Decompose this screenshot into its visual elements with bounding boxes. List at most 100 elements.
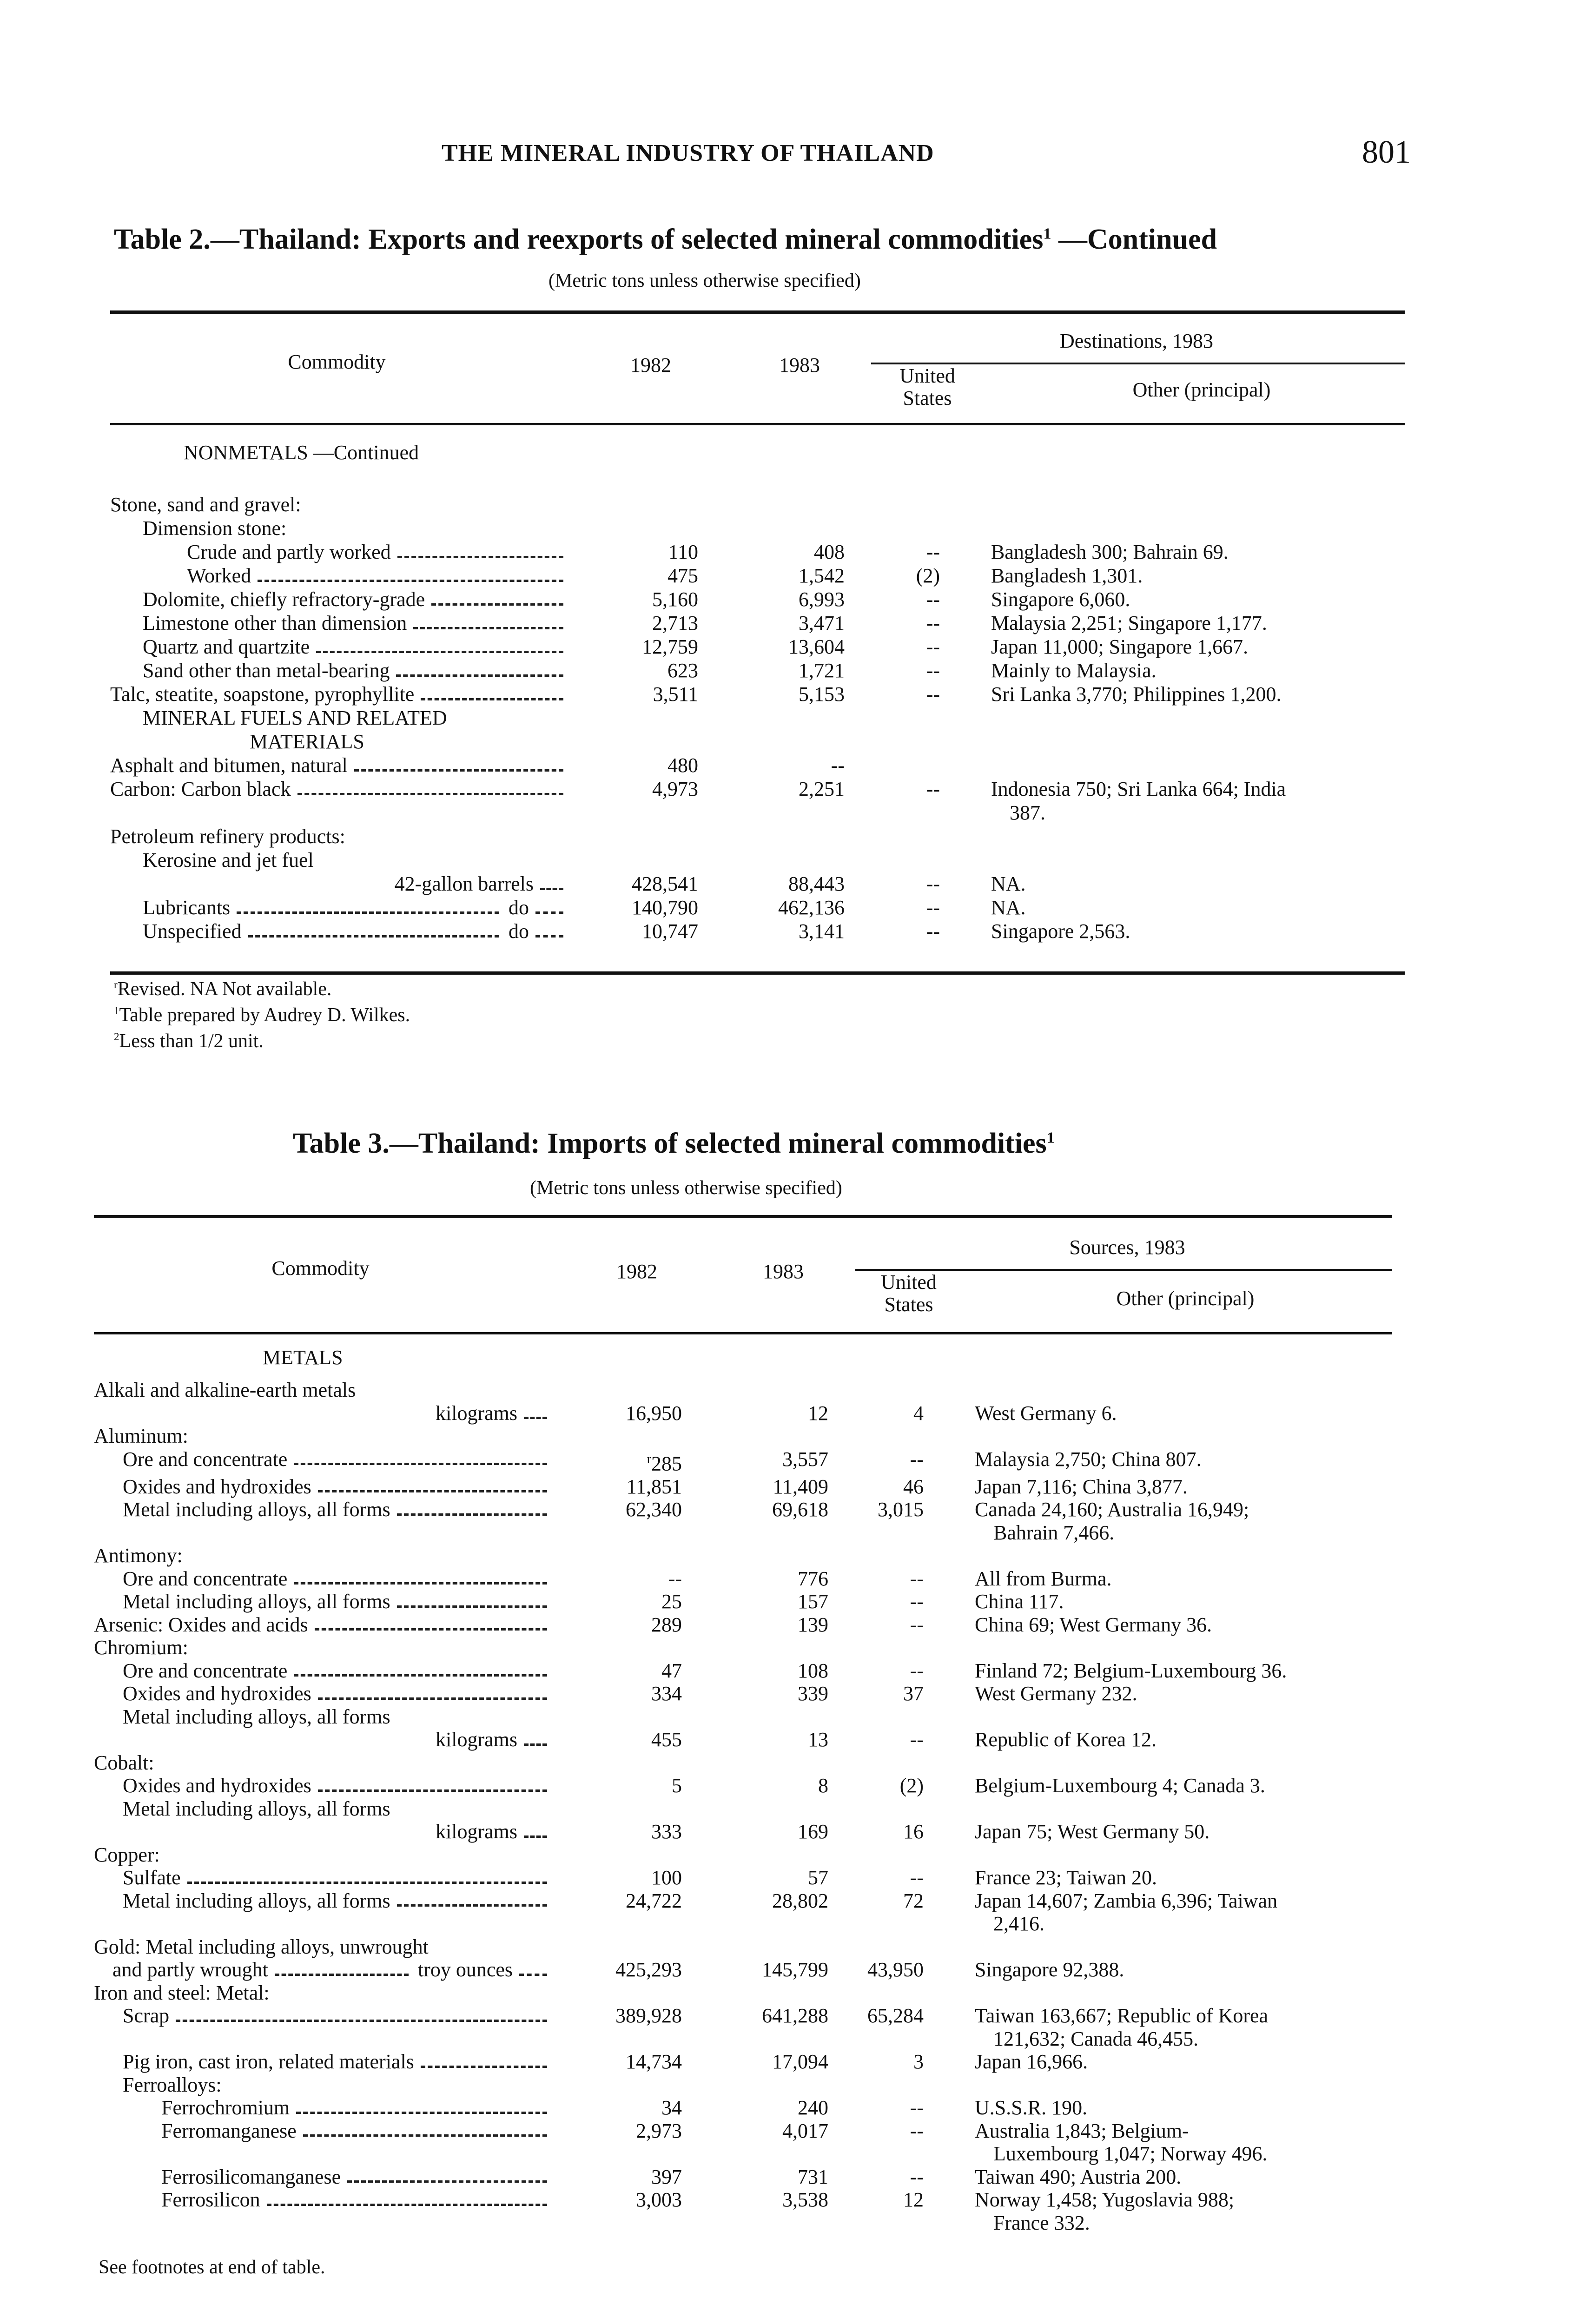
dot-leader: [258, 580, 563, 582]
value-united-states: --: [926, 778, 940, 800]
commodity-cell: Chromium:: [94, 1636, 547, 1659]
table-row: Sulfate 100 57 -- France 23; Taiwan 20.: [94, 1866, 1392, 1889]
value-1982: 100: [547, 1866, 682, 1889]
commodity-label: Stone, sand and gravel:: [110, 493, 301, 516]
value-united-states: --: [926, 683, 940, 706]
value-1983: 3,141: [799, 920, 845, 943]
value-1982: 428,541: [563, 872, 698, 896]
dot-leader: [274, 1973, 409, 1976]
commodity-cell: Stone, sand and gravel:: [110, 493, 563, 516]
commodity-label: Gold: Metal including alloys, unwrought: [94, 1935, 429, 1958]
other-principal-line: Republic of Korea 12.: [975, 1728, 1156, 1751]
table-3-title-text: Table 3.—Thailand: Imports of selected m…: [293, 1128, 1047, 1159]
value-united-states: --: [910, 2119, 924, 2142]
table-2-header-rule: [110, 423, 1405, 425]
commodity-label: Aluminum:: [94, 1425, 188, 1447]
dot-leader: [535, 911, 563, 914]
table-row: Metal including alloys, all forms 62,340 6…: [94, 1498, 1392, 1544]
commodity-label: Sand other than metal-bearing: [143, 659, 390, 682]
commodity-label: Petroleum refinery products:: [110, 825, 345, 848]
commodity-label: Dolomite, chiefly refractory-grade: [143, 588, 425, 611]
running-head-title: THE MINERAL INDUSTRY OF THAILAND: [442, 140, 934, 166]
dot-leader: [396, 674, 563, 677]
other-principal: Singapore 2,563.: [945, 919, 1130, 943]
dot-leader: [524, 1835, 547, 1838]
value-united-states: 3,015: [878, 1498, 924, 1521]
value-1982: 475: [563, 564, 698, 588]
commodity-cell: Aluminum:: [94, 1425, 547, 1448]
table-row: Carbon: Carbon black 4,973 2,251 -- Indonesi…: [110, 777, 1405, 825]
other-principal-line: Luxembourg 1,047; Norway 496.: [993, 2142, 1268, 2166]
table-row: Petroleum refinery products:: [110, 825, 1405, 848]
dot-leader: [396, 1904, 547, 1907]
value-1982: 47: [547, 1659, 682, 1683]
dot-leader: [303, 2134, 547, 2137]
value-1983: 13,604: [788, 635, 845, 658]
other-principal-line: West Germany 232.: [975, 1682, 1137, 1705]
commodity-label: Ferroalloys:: [123, 2073, 222, 2096]
table-row: Worked 475 1,542 (2) Bangladesh 1,301.: [110, 564, 1405, 588]
other-principal-line: Singapore 2,563.: [991, 920, 1130, 943]
commodity-label: Metal including alloys, all forms: [123, 1797, 390, 1820]
value-1982: 62,340: [547, 1498, 682, 1521]
value-united-states: --: [926, 588, 940, 611]
dot-leader: [413, 627, 563, 629]
commodity-cell: Arsenic: Oxides and acids: [94, 1613, 547, 1637]
value-united-states: 43,950: [867, 1958, 924, 1981]
commodity-label: Sulfate: [123, 1866, 181, 1889]
table-3-header-1982: 1982: [616, 1260, 657, 1283]
footnote: 1Table prepared by Audrey D. Wilkes.: [114, 1002, 410, 1028]
other-principal-line: Malaysia 2,251; Singapore 1,177.: [991, 612, 1267, 634]
value-1982-text: 285: [651, 1452, 682, 1475]
table-row: Ferroalloys:: [94, 2073, 1392, 2097]
footnote-mark: r: [114, 978, 118, 990]
value-1982: 3,511: [563, 682, 698, 706]
commodity-label: Unspecified: [143, 920, 242, 943]
other-principal-line: All from Burma.: [975, 1567, 1112, 1590]
other-principal: NA.: [945, 896, 1026, 919]
commodity-label: Scrap: [123, 2004, 170, 2027]
value-1982: 24,722: [547, 1889, 682, 1913]
commodity-label: Limestone other than dimension: [143, 612, 407, 634]
dot-leader: [317, 1697, 547, 1700]
value-1982: 333: [547, 1820, 682, 1843]
value-1982-text: 16,950: [626, 1401, 682, 1425]
value-1982: 334: [547, 1682, 682, 1705]
table-3-header-us: United States: [860, 1271, 958, 1316]
table-row: Asphalt and bitumen, natural 480 --: [110, 753, 1405, 777]
other-principal: Republic of Korea 12.: [928, 1728, 1156, 1751]
table-row: Kerosine and jet fuel: [110, 848, 1405, 872]
table-3-group-rule: [855, 1269, 1392, 1271]
value-1983: 145,799: [762, 1958, 828, 1981]
footnote-mark: 2: [114, 1030, 119, 1043]
table-row: Unspecified do 10,747 3,141 -- Singapore 2,56…: [110, 919, 1405, 943]
commodity-label: MATERIALS: [250, 730, 364, 753]
value-1982-text: 3,003: [636, 2188, 682, 2212]
other-principal: Sri Lanka 3,770; Philippines 1,200.: [945, 682, 1282, 706]
other-principal-line: 121,632; Canada 46,455.: [993, 2027, 1199, 2050]
value-united-states: 4: [913, 1401, 924, 1425]
other-principal-line: Norway 1,458; Yugoslavia 988;: [975, 2188, 1235, 2212]
table-2-header-us: United States: [879, 365, 976, 409]
other-principal: Taiwan 163,667; Republic of Korea 121,632…: [928, 2004, 1268, 2050]
table-3-header-other: Other (principal): [1116, 1287, 1255, 1310]
commodity-label: Ore and concentrate: [123, 1567, 288, 1590]
commodity-label: Iron and steel: Metal:: [94, 1981, 270, 2004]
other-principal: Japan 75; West Germany 50.: [928, 1820, 1209, 1843]
commodity-cell: Ferroalloys:: [94, 2073, 547, 2097]
value-1982-text: 47: [661, 1659, 682, 1682]
value-united-states: --: [910, 1613, 924, 1636]
commodity-label: Antimony:: [94, 1544, 183, 1567]
other-principal: Japan 16,966.: [928, 2050, 1088, 2073]
table-row: Oxides and hydroxides 334 339 37 West German…: [94, 1682, 1392, 1705]
other-principal-line: Finland 72; Belgium-Luxembourg 36.: [975, 1659, 1287, 1682]
other-principal: Bangladesh 1,301.: [945, 564, 1143, 588]
value-united-states: 37: [903, 1682, 924, 1705]
commodity-cell: Alkali and alkaline-earth metals: [94, 1379, 547, 1402]
dot-leader: [354, 769, 563, 772]
table-row: Crude and partly worked 110 408 -- Banglades…: [110, 540, 1405, 564]
value-1982: 4,973: [563, 777, 698, 801]
commodity-label: Chromium:: [94, 1636, 188, 1659]
table-row: Arsenic: Oxides and acids 289 139 -- China 6…: [94, 1613, 1392, 1637]
table-3-top-rule: [94, 1215, 1392, 1218]
